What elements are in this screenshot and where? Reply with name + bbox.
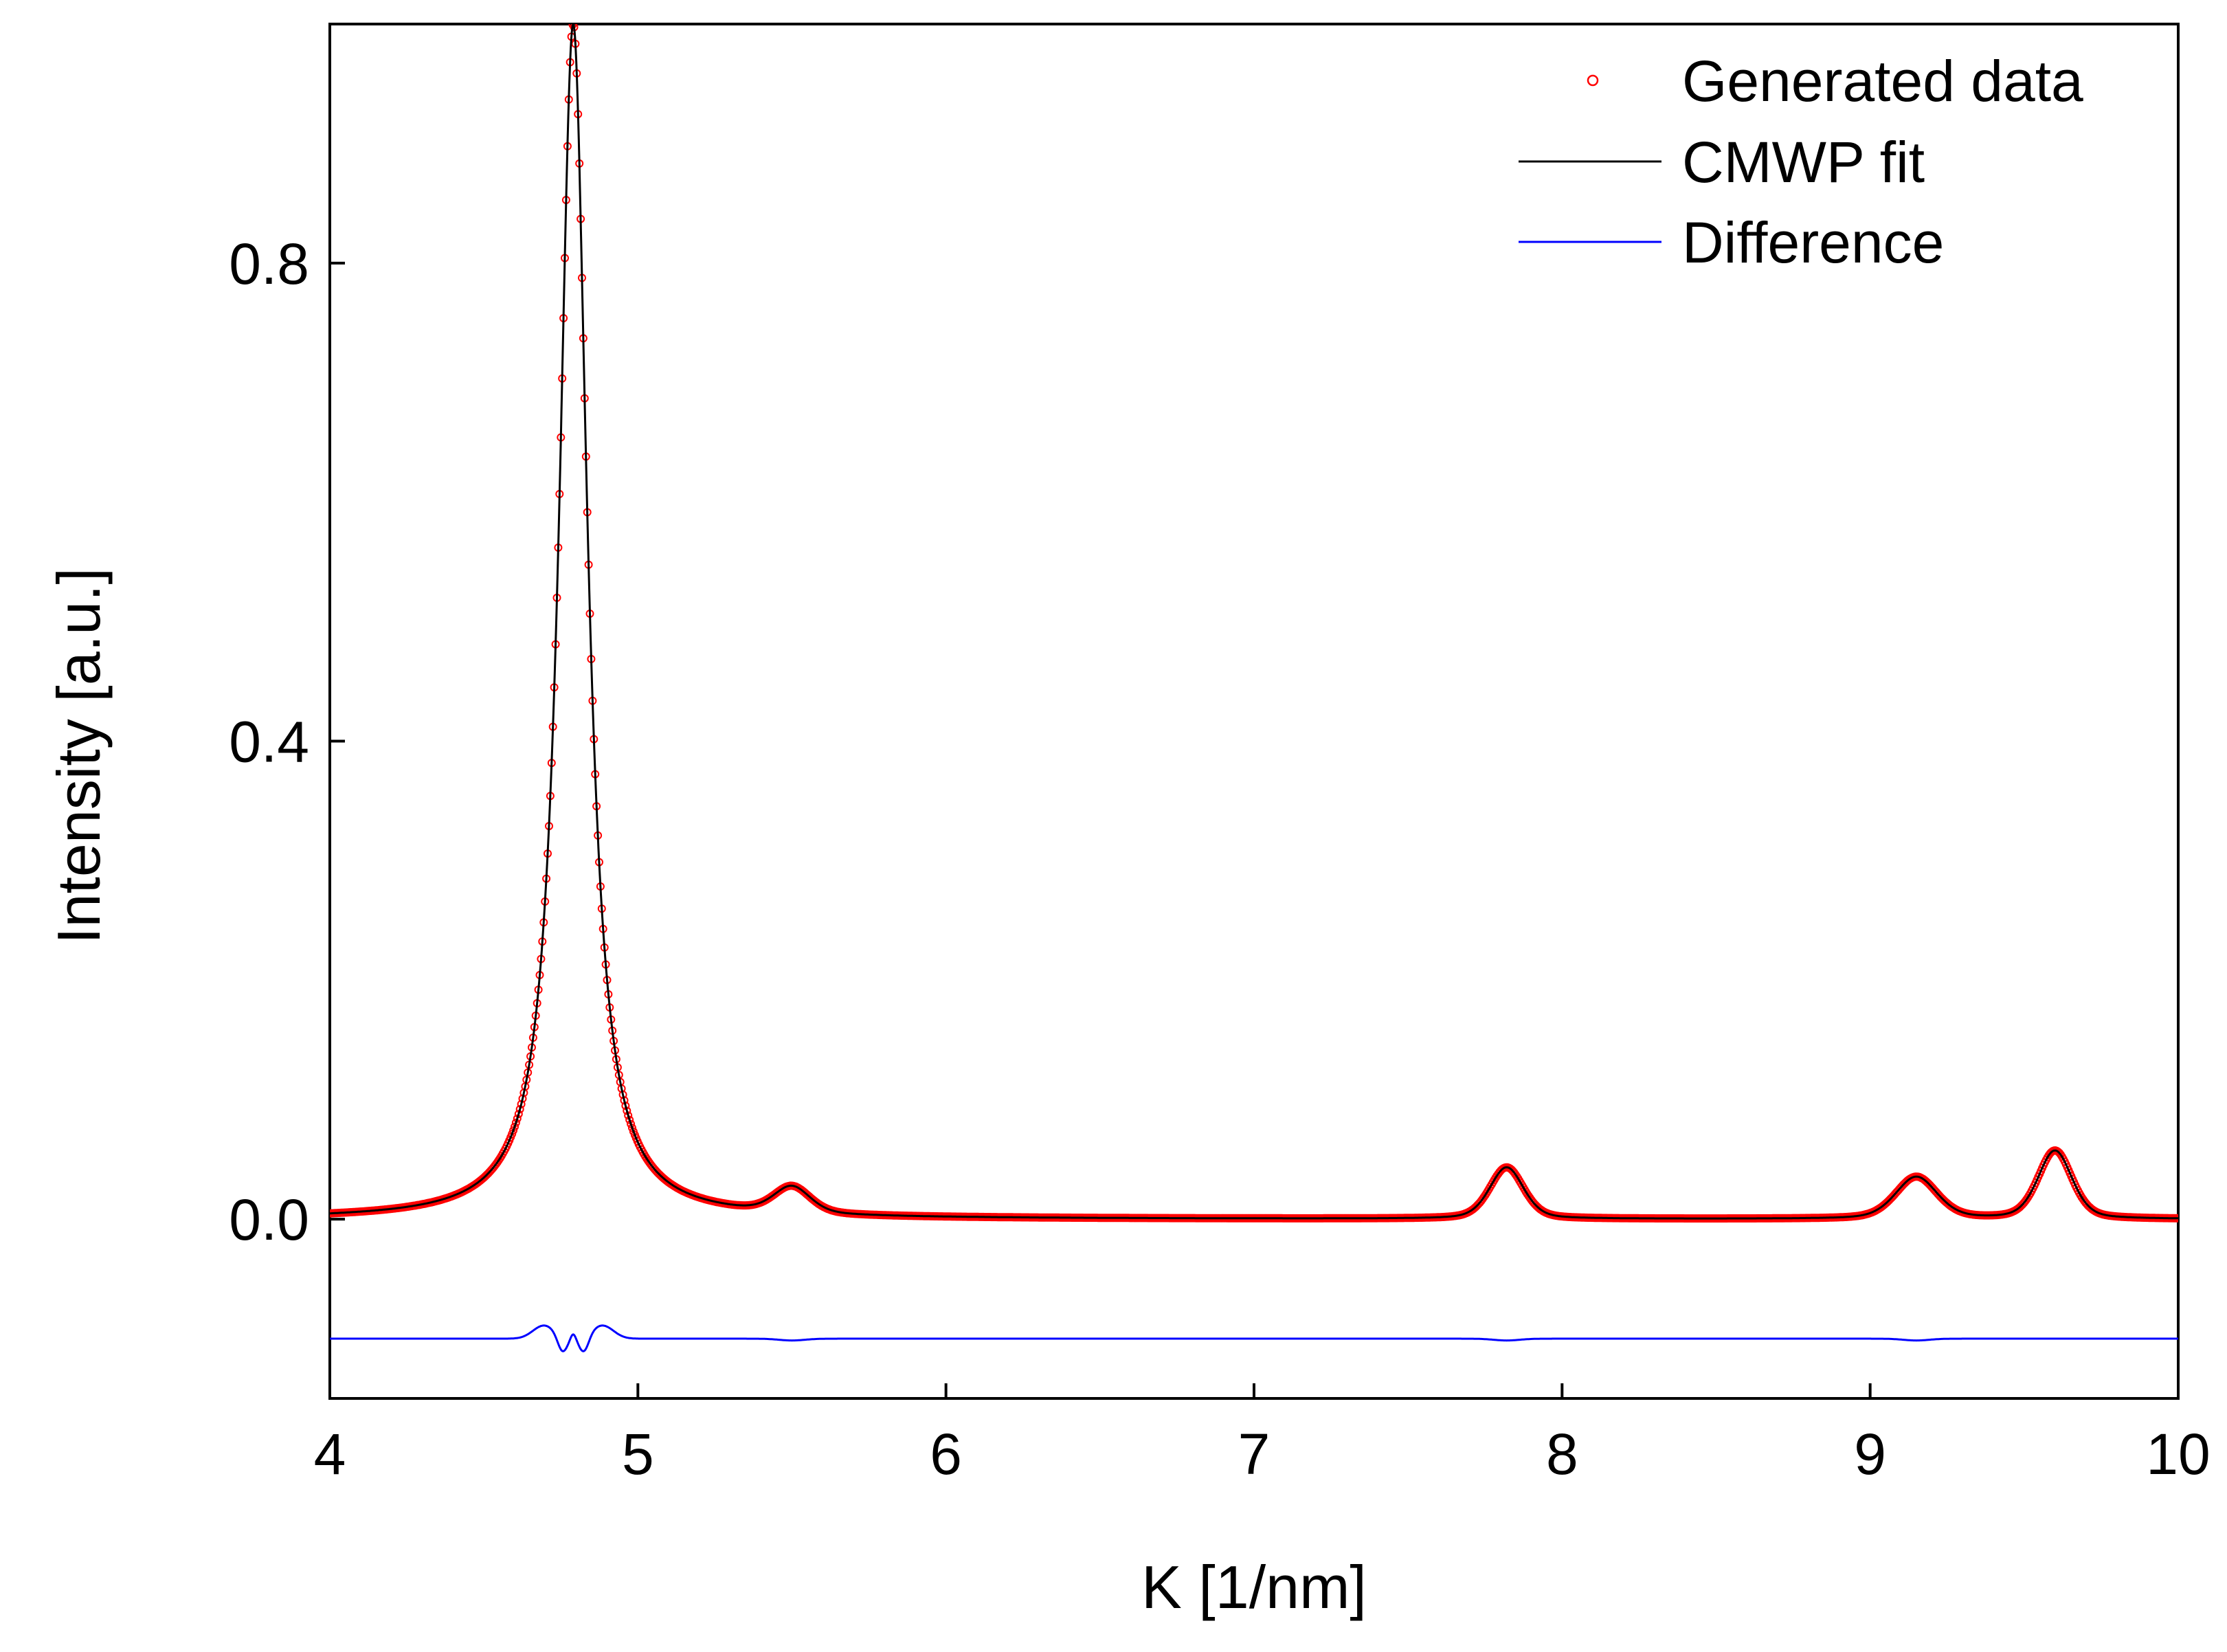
series-difference-line — [330, 1324, 2178, 1352]
x-tick-label: 4 — [314, 1422, 346, 1486]
legend: Generated data CMWP fit Difference — [1519, 49, 2083, 275]
series-cmwp-fit-line — [330, 24, 2178, 1220]
legend-label-cmwp-fit: CMWP fit — [1682, 130, 1925, 194]
legend-label-generated-data: Generated data — [1682, 49, 2083, 113]
legend-label-difference: Difference — [1682, 210, 1944, 275]
series-generated-data — [330, 24, 2178, 1223]
data-point — [627, 1119, 636, 1128]
y-axis-ticks: 0.0 0.4 0.8 — [229, 232, 345, 1252]
x-axis-title: K [1/nm] — [1141, 1553, 1367, 1621]
data-point — [2022, 1195, 2030, 1204]
data-point — [1479, 1193, 1488, 1202]
x-tick-label: 6 — [930, 1422, 962, 1486]
data-point — [509, 1126, 518, 1135]
y-tick-label: 0.4 — [229, 709, 309, 774]
y-axis-title: Intensity [a.u.] — [45, 568, 113, 944]
x-tick-label: 8 — [1546, 1422, 1578, 1486]
x-axis-ticks: 4 5 6 7 8 9 10 — [314, 1383, 2211, 1486]
data-point — [628, 1124, 636, 1132]
y-tick-label: 0.0 — [229, 1187, 309, 1252]
legend-marker-generated-data — [1587, 74, 1599, 87]
y-tick-label: 0.8 — [229, 232, 309, 296]
series-layer — [330, 24, 2178, 1352]
x-tick-label: 7 — [1238, 1422, 1271, 1486]
x-tick-label: 9 — [1854, 1422, 1886, 1486]
data-point — [494, 1156, 503, 1165]
x-tick-label: 10 — [2146, 1422, 2210, 1486]
data-point — [1511, 1170, 1520, 1179]
data-point — [511, 1122, 519, 1131]
data-point — [511, 1118, 520, 1127]
x-tick-label: 5 — [622, 1422, 654, 1486]
